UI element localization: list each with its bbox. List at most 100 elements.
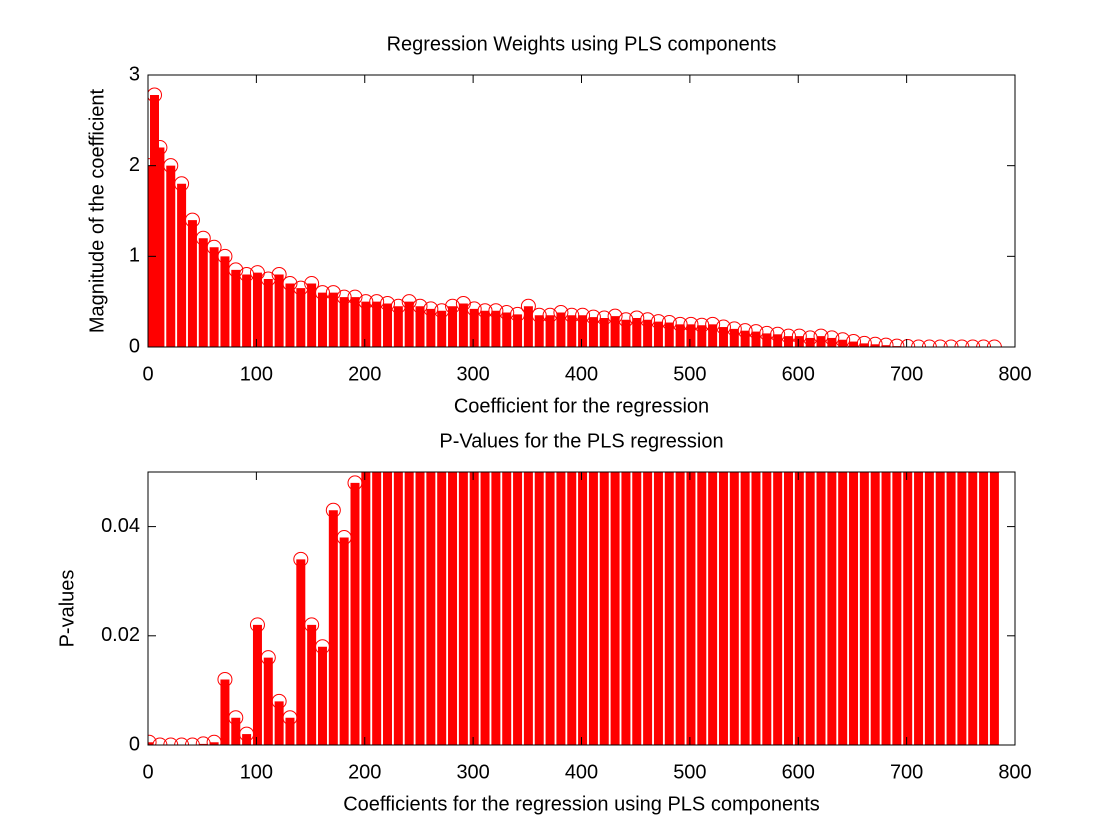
y-tick-label: 3 [129,63,140,85]
x-tick-label: 700 [890,363,923,385]
x-tick-label: 600 [782,761,815,783]
y-tick-label: 1 [129,245,140,267]
x-tick-label: 200 [348,363,381,385]
y-axis-label: P-values [56,570,78,648]
stem-marker [520,298,536,314]
y-tick-label: 0.04 [101,515,140,537]
plot-area [148,87,1015,347]
x-tick-label: 400 [565,761,598,783]
stem-marker [629,310,645,326]
stem-marker [304,276,320,292]
stem-marker [466,301,482,317]
stem-marker [878,337,894,347]
stem-marker [369,294,385,310]
stem-marker [423,301,439,317]
y-tick-label: 0 [129,335,140,357]
stem-marker [228,710,244,726]
y-tick-label: 0 [129,733,140,755]
stem-marker [249,617,265,633]
axes: 0 100 200 300 400 500 600 700 800 0 0.02 0.04 P-Valu… [56,430,1031,815]
stem-marker [380,295,396,311]
stem-marker [152,737,168,745]
stem-marker [683,316,699,332]
stem-marker [195,230,211,246]
stem-marker [986,339,1002,347]
stem-marker [148,734,157,745]
plot-area [148,472,1015,745]
stem-marker [650,314,666,330]
chart-title: Regression Weights using PLS components [387,33,777,55]
stem-marker [282,276,298,292]
stem-marker [206,239,222,255]
stem-marker [325,502,341,518]
stem-marker [260,650,276,666]
y-tick-label: 0.02 [101,624,140,646]
stem-marker [184,212,200,228]
stem-marker [976,339,992,347]
x-tick-label: 600 [782,363,815,385]
x-axis-label: Coefficient for the regression [454,395,709,417]
stem-marker [347,289,363,305]
x-tick-label: 500 [673,363,706,385]
x-tick-label: 100 [240,363,273,385]
x-tick-label: 400 [565,363,598,385]
x-tick-label: 0 [142,761,153,783]
stem-marker [184,737,200,745]
stem-marker [867,336,883,347]
x-tick-label: 800 [998,363,1031,385]
stem-marker [661,315,677,331]
stem-marker [217,671,233,687]
stem-marker [715,319,731,335]
stem-marker [943,339,959,347]
chart-title: P-Values for the PLS regression [439,430,723,452]
stem-marker [412,298,428,314]
stem-marker [499,305,515,321]
x-axis-label: Coefficients for the regression using PL… [343,793,820,815]
stem-marker [607,308,623,324]
axes: 0 100 200 300 400 500 600 700 800 0 1 2 3 Regression … [86,33,1031,417]
stem-marker [575,307,591,323]
stem-marker [791,328,807,344]
y-axis-label: Magnitude of the coefficient [86,88,108,333]
stem-marker [932,339,948,347]
stem-marker [921,339,937,347]
x-tick-label: 0 [142,363,153,385]
stem-marker [770,326,786,342]
stem-marker [965,339,981,347]
stem-marker [748,324,764,340]
x-tick-label: 500 [673,761,706,783]
x-tick-label: 300 [456,761,489,783]
stem-marker [228,262,244,278]
stem-marker [954,339,970,347]
stem-marker [737,323,753,339]
stem-marker [293,551,309,567]
stem-marker [163,158,179,174]
stem-marker [824,330,840,346]
stem-marker [889,338,905,347]
stem-marker [217,248,233,264]
stem-marker [148,87,163,103]
stem-marker [304,617,320,633]
stem-marker [726,321,742,337]
stem-marker [553,305,569,321]
x-tick-label: 100 [240,761,273,783]
x-tick-label: 200 [348,761,381,783]
stem-marker [271,266,287,282]
stem-marker [585,309,601,325]
stem-marker [640,312,656,328]
stem-marker [488,303,504,319]
x-tick-label: 800 [998,761,1031,783]
stem-marker [401,294,417,310]
stem-marker [174,737,190,745]
stem-marker [152,140,168,156]
stem-marker [174,176,190,192]
stem-marker [271,693,287,709]
stem-marker [856,335,872,347]
x-tick-label: 300 [456,363,489,385]
y-tick-label: 2 [129,154,140,176]
stem-marker [759,325,775,341]
x-tick-label: 700 [890,761,923,783]
stem-marker [813,328,829,344]
stem-marker [705,316,721,332]
